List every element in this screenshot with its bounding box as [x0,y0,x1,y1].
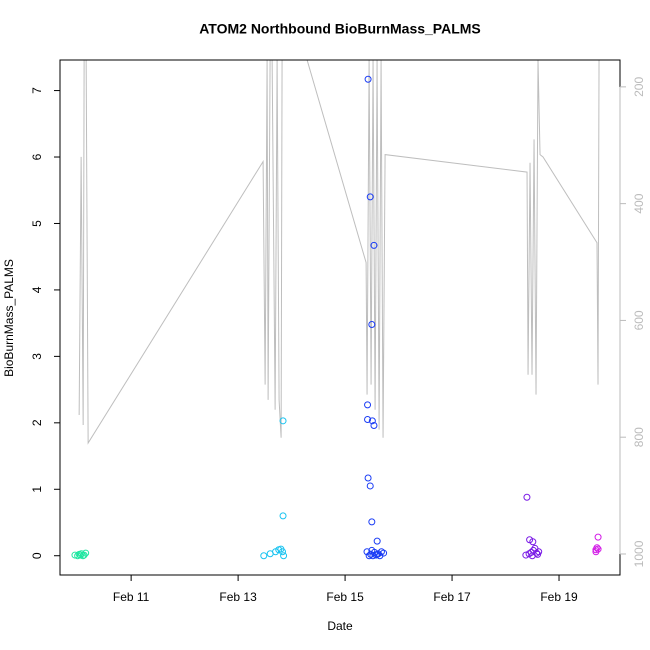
data-point [279,548,287,556]
y-axis-label: BioBurnMass_PALMS [2,259,16,377]
data-point [380,549,388,557]
x-axis-label: Date [327,619,353,633]
data-point [80,551,88,559]
data-point [368,417,376,425]
data-point [366,482,374,490]
data-point [364,401,372,409]
data-point [529,538,537,546]
y-tick-label: 6 [30,153,44,160]
data-point [594,545,602,553]
x-tick-label: Feb 11 [113,590,150,604]
data-point [535,548,543,556]
data-point [528,552,536,560]
data-point [527,548,535,556]
data-point [279,512,287,520]
plot-area [71,60,602,560]
y2-tick-label: 400 [632,193,646,213]
data-point [373,537,381,545]
y-tick-label: 0 [30,552,44,559]
data-point [280,552,288,560]
x-tick-label: Feb 13 [219,590,257,604]
data-point [364,75,372,83]
y-tick-label: 3 [30,353,44,360]
x-tick-label: Feb 17 [433,590,471,604]
data-point [71,551,79,559]
data-point [364,474,372,482]
data-point [366,193,374,201]
pressure-line [78,60,600,445]
y2-tick-label: 600 [632,310,646,330]
data-point [370,421,378,429]
x-tick-label: Feb 15 [326,590,364,604]
y-tick-label: 1 [30,486,44,493]
y-tick-label: 2 [30,419,44,426]
data-point [365,552,373,560]
data-point [260,552,268,560]
y2-tick-label: 200 [632,77,646,97]
data-point [523,493,531,501]
y2-tick-label: 1000 [632,540,646,567]
data-point [364,416,372,424]
chart-title: ATOM2 Northbound BioBurnMass_PALMS [199,21,481,37]
data-point [368,518,376,526]
y2-tick-label: 800 [632,427,646,447]
data-point [368,546,376,554]
data-point [370,241,378,249]
y-tick-label: 4 [30,286,44,293]
y-tick-label: 7 [30,87,44,94]
data-point [82,549,90,557]
data-point [279,417,287,425]
data-point [368,320,376,328]
data-point [373,550,381,558]
y-tick-label: 5 [30,220,44,227]
data-point [594,533,602,541]
x-tick-label: Feb 19 [540,590,578,604]
